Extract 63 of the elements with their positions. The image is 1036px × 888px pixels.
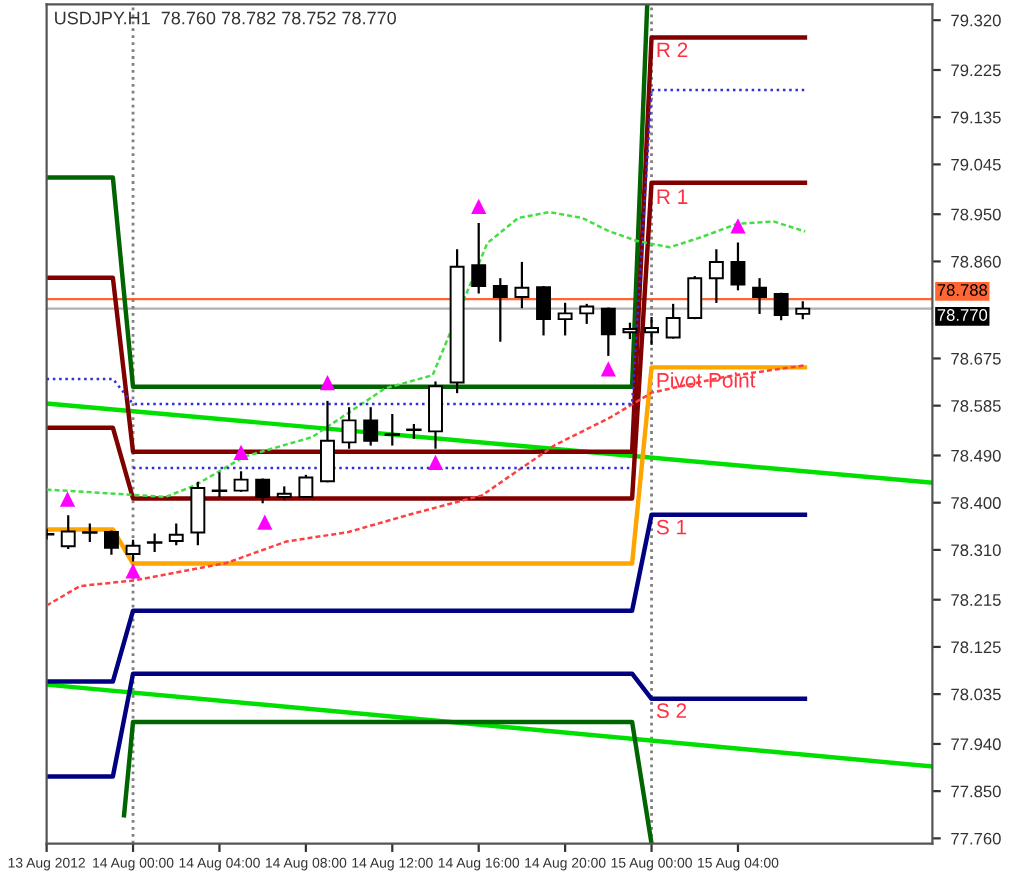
annotation: S 2 xyxy=(656,703,687,719)
y-tick-label: 78.860 xyxy=(951,255,1001,268)
y-tick-label: 79.135 xyxy=(951,111,1001,124)
candlestick xyxy=(298,474,314,499)
point xyxy=(257,514,273,530)
chart-title: USDJPY.H1 78.760 78.782 78.752 78.770 xyxy=(55,11,396,25)
annotation: Pivot Point xyxy=(657,372,756,388)
candlestick xyxy=(492,278,508,342)
line-series xyxy=(46,364,807,607)
y-tick-label: 78.035 xyxy=(951,688,1001,701)
y-tick-label: 78.490 xyxy=(951,449,1001,462)
point xyxy=(427,454,444,470)
y-tick-label: 78.400 xyxy=(951,497,1001,509)
point xyxy=(730,218,746,234)
annotation: R 2 xyxy=(657,42,688,58)
candlestick xyxy=(320,400,335,483)
ref-line-label: 78.770 xyxy=(937,309,988,321)
candlestick xyxy=(168,523,184,546)
candlestick xyxy=(773,292,789,321)
point xyxy=(471,198,487,214)
point xyxy=(233,444,249,460)
y-tick-label: 79.225 xyxy=(951,64,1001,77)
point xyxy=(59,491,76,507)
candlestick xyxy=(557,302,573,336)
candlestick xyxy=(428,381,443,449)
candlestick xyxy=(644,316,659,345)
candlestick xyxy=(752,278,768,314)
candlestick xyxy=(363,407,379,446)
candlestick xyxy=(406,423,422,439)
y-tick-label: 77.850 xyxy=(951,785,1001,798)
y-tick-label: 78.585 xyxy=(951,400,1001,412)
y-tick-label: 77.760 xyxy=(951,832,1001,845)
candlestick xyxy=(384,413,401,446)
candlestick xyxy=(514,261,530,309)
point xyxy=(600,361,616,377)
candlestick xyxy=(665,303,681,339)
candlestick xyxy=(233,471,249,492)
y-tick-label: 78.675 xyxy=(951,352,1001,365)
candlestick xyxy=(600,307,616,356)
candlestick xyxy=(687,276,703,320)
annotation: S 1 xyxy=(656,519,687,535)
candlestick xyxy=(471,223,487,294)
candlestick xyxy=(708,249,724,303)
y-tick-label: 78.215 xyxy=(951,594,1001,606)
candlestick xyxy=(103,530,119,555)
candlestick xyxy=(60,515,76,549)
y-tick-label: 79.320 xyxy=(951,14,1001,27)
y-tick-label: 77.940 xyxy=(951,738,1001,751)
annotation: R 1 xyxy=(657,189,688,204)
candlestick xyxy=(341,407,357,449)
candlestick xyxy=(190,481,206,546)
candlestick xyxy=(730,242,746,291)
candlestick xyxy=(255,478,271,504)
point xyxy=(125,563,141,579)
y-tick-label: 78.310 xyxy=(951,544,1001,557)
y-tick-label: 78.125 xyxy=(951,641,1001,654)
candlestick xyxy=(125,539,141,562)
candlestick xyxy=(536,286,551,336)
ref-line-label: 78.788 xyxy=(937,284,988,296)
y-tick-label: 79.045 xyxy=(951,158,1001,171)
y-tick-label: 78.950 xyxy=(951,208,1001,221)
point xyxy=(319,374,336,391)
candlestick xyxy=(211,472,228,497)
